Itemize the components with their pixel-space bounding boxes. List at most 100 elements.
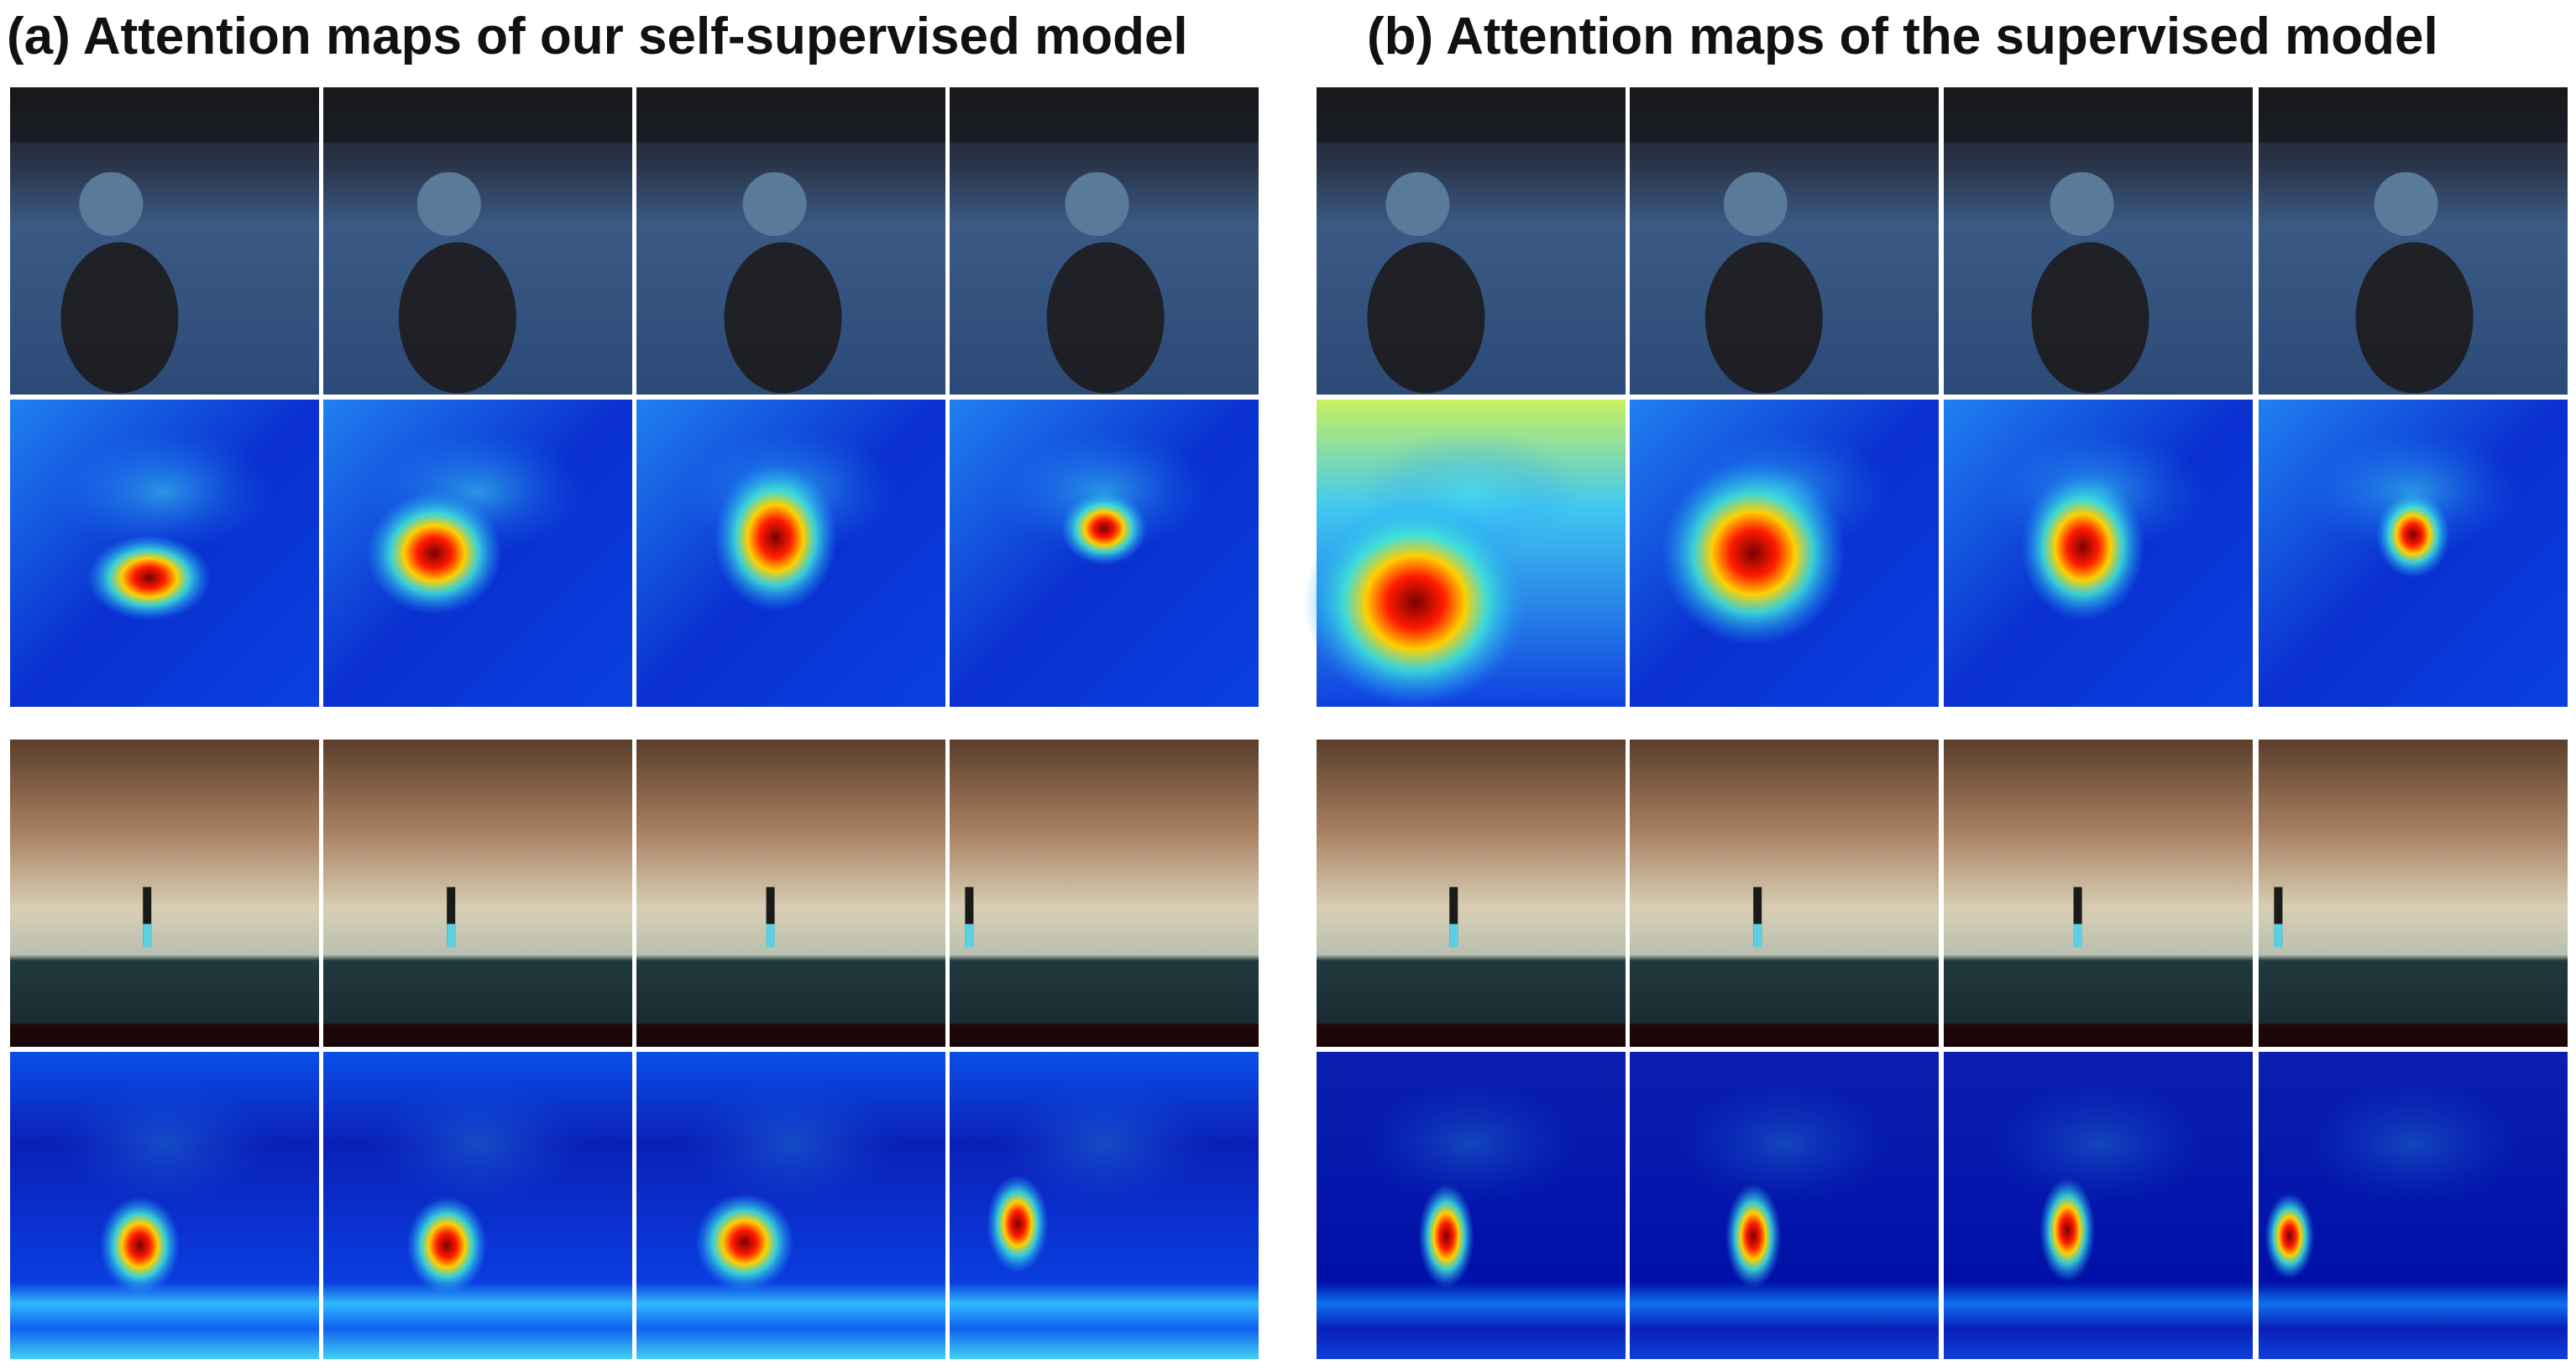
shelf: [1317, 87, 1626, 143]
figure-legs: [1449, 923, 1458, 948]
tile: [323, 1052, 632, 1359]
tile: [636, 87, 945, 395]
floor-shadow: [1046, 242, 1165, 394]
tile: [2259, 87, 2568, 395]
panel-title: (b) Attention maps of the supervised mod…: [1367, 8, 2438, 65]
glow: [996, 430, 1212, 553]
tile: [1317, 87, 1626, 395]
tile: [1304, 400, 1626, 707]
figure-person: [965, 886, 974, 946]
glow: [1990, 1082, 2207, 1205]
figure-person: [766, 886, 775, 946]
tile: [323, 87, 632, 395]
shelf: [1944, 87, 2253, 143]
tile-image: [2259, 740, 2568, 1047]
figure-legs: [2073, 923, 2082, 948]
tile: [10, 87, 319, 395]
figure-person: [1449, 886, 1458, 946]
head: [1723, 172, 1788, 237]
head: [1385, 172, 1450, 237]
floor-shadow: [2355, 242, 2474, 394]
tile: [950, 87, 1259, 395]
head: [2374, 172, 2438, 237]
tile: [1630, 400, 1939, 707]
shelf: [950, 87, 1259, 143]
figure-legs: [965, 923, 974, 948]
head: [742, 172, 807, 237]
shelf: [323, 87, 632, 143]
figure-legs: [143, 923, 152, 948]
figure-person: [2073, 886, 2082, 946]
figure-legs: [2274, 923, 2283, 948]
panel-title: (a) Attention maps of our self-supervise…: [7, 8, 1188, 65]
shelf: [2259, 87, 2568, 143]
tile: [1944, 400, 2253, 707]
tile: [636, 400, 945, 707]
hot-spot: [2264, 1193, 2315, 1279]
glow: [1363, 1082, 1579, 1205]
hot-spot: [1060, 491, 1148, 566]
head: [2050, 172, 2114, 237]
glow: [2305, 430, 2521, 553]
figure-legs: [766, 923, 775, 948]
hot-spot: [1660, 461, 1846, 646]
floor-shadow: [2031, 242, 2149, 394]
tile: [10, 400, 319, 707]
figure-legs: [447, 923, 456, 948]
figure-person: [1753, 886, 1762, 946]
hot-spot: [1418, 1184, 1474, 1289]
tile: [1630, 1052, 1939, 1359]
figure-legs: [1753, 923, 1762, 948]
tile: [1944, 740, 2253, 1047]
tile-image: [10, 740, 319, 1047]
tile: [2259, 1052, 2568, 1359]
head: [79, 172, 144, 237]
floor-shadow: [1367, 242, 1485, 394]
tile: [10, 1052, 319, 1359]
shelf: [636, 87, 945, 143]
glow: [369, 1082, 586, 1205]
figure-person: [143, 886, 152, 946]
floor-shadow: [724, 242, 842, 394]
tile: [10, 740, 319, 1047]
glow: [56, 1082, 273, 1205]
floor-shadow: [60, 242, 179, 394]
tile-image: [1317, 740, 1626, 1047]
tile: [1630, 87, 1939, 395]
glow: [683, 1082, 899, 1205]
tile: [636, 740, 945, 1047]
tile: [1630, 740, 1939, 1047]
tile: [2259, 740, 2568, 1047]
tile-image: [323, 740, 632, 1047]
head: [416, 172, 481, 237]
tile: [323, 740, 632, 1047]
hot-spot: [1304, 498, 1527, 707]
tile: [950, 400, 1259, 707]
hot-spot: [99, 1196, 181, 1295]
tile: [323, 400, 632, 707]
shelf: [1630, 87, 1939, 143]
tile-image: [1944, 740, 2253, 1047]
glow: [2305, 1082, 2521, 1205]
tile-image: [950, 740, 1259, 1047]
hot-spot: [2021, 473, 2145, 621]
hot-spot: [714, 463, 838, 612]
hot-spot: [1725, 1184, 1782, 1289]
hot-spot: [406, 1196, 488, 1295]
tile: [1317, 740, 1626, 1047]
glow: [1676, 1082, 1893, 1205]
tile: [1944, 1052, 2253, 1359]
hot-spot: [694, 1193, 794, 1292]
floor-shadow: [398, 242, 516, 394]
floor-shadow: [1704, 242, 1823, 394]
hot-spot: [366, 491, 503, 615]
tile: [950, 740, 1259, 1047]
tile: [950, 1052, 1259, 1359]
tile: [2259, 400, 2568, 707]
tile: [1317, 1052, 1626, 1359]
hot-spot: [87, 535, 212, 621]
hot-spot: [987, 1174, 1049, 1273]
tile-image: [636, 740, 945, 1047]
